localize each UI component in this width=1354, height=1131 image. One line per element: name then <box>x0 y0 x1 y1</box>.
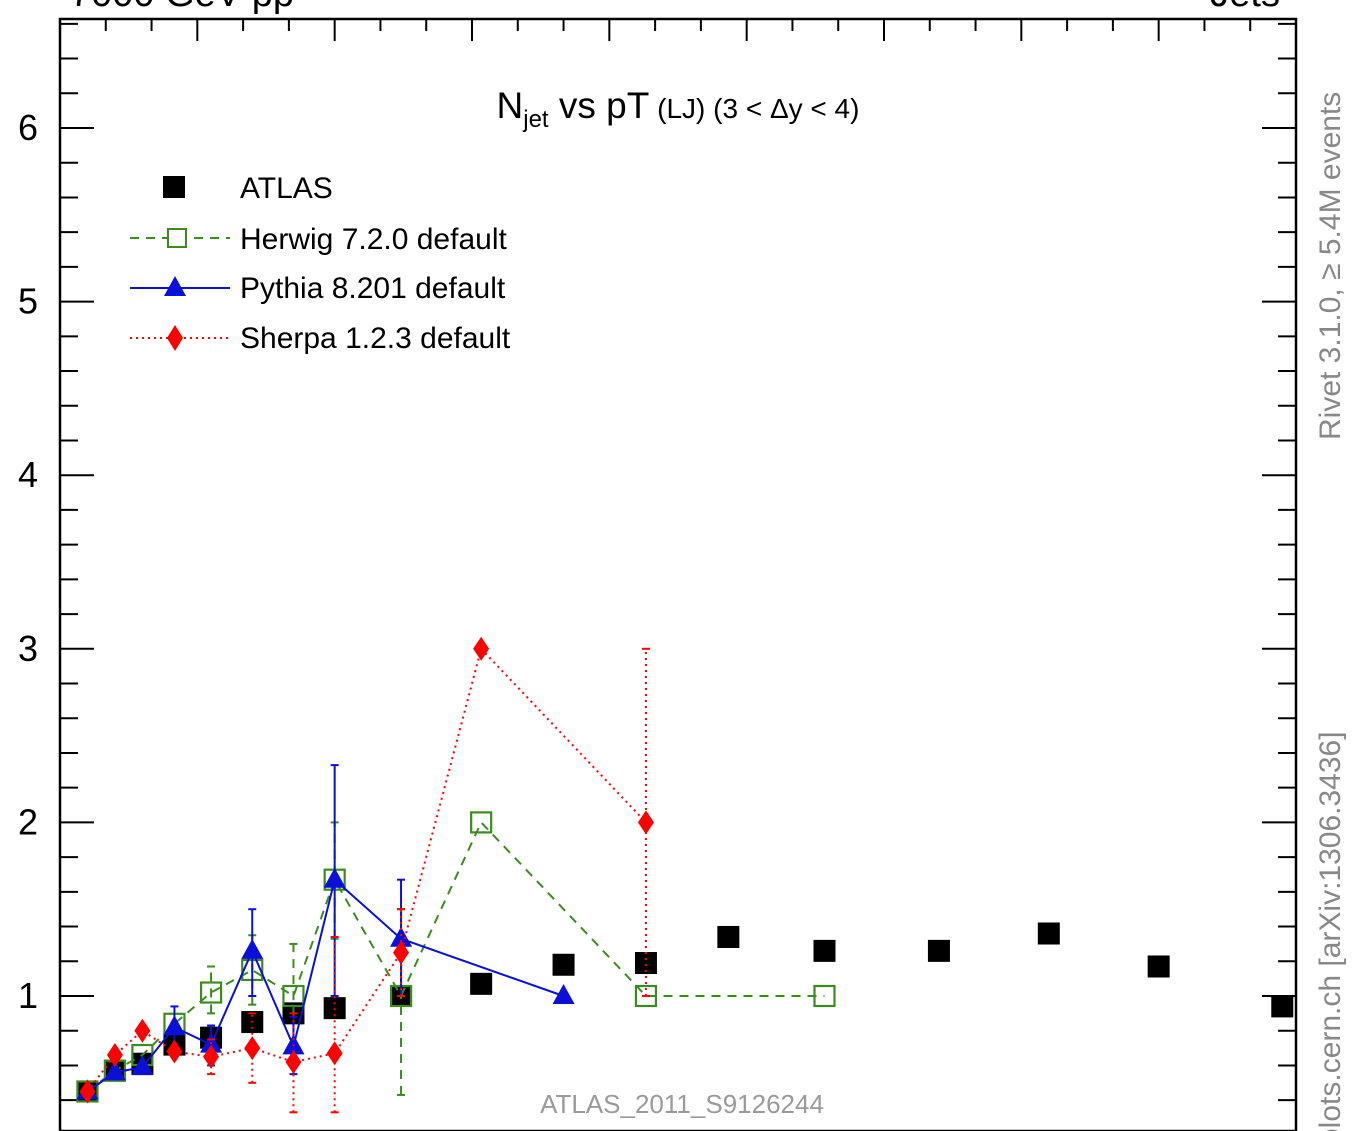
data-point <box>393 940 410 965</box>
data-point <box>552 953 575 976</box>
data-point <box>241 938 264 959</box>
data-point <box>199 981 223 1004</box>
data-point <box>470 811 493 834</box>
title-mid: vs pT <box>549 85 650 126</box>
legend-pythia-marker <box>164 276 186 296</box>
data-point <box>473 636 490 661</box>
y-tick-label: 3 <box>18 628 38 669</box>
series-1 <box>76 811 836 1103</box>
legend-sherpa-marker <box>167 325 183 351</box>
legend-pythia-label: Pythia 8.201 default <box>240 272 506 305</box>
data-point <box>637 810 654 835</box>
data-point <box>323 997 346 1020</box>
data-point <box>813 984 836 1008</box>
series-layer <box>76 636 1294 1114</box>
data-point <box>717 925 740 948</box>
data-point <box>203 1044 220 1069</box>
y-tick-label: 4 <box>18 454 38 495</box>
series-0 <box>76 922 1294 1103</box>
legend: ATLAS Herwig 7.2.0 default Pythia 8.201 … <box>130 172 511 355</box>
data-point <box>1037 922 1060 945</box>
title-small: (LJ) <box>649 93 713 124</box>
data-point <box>1271 995 1294 1018</box>
series-3 <box>79 636 654 1114</box>
title-prefix: N <box>497 85 524 126</box>
data-point <box>106 1043 123 1068</box>
data-point <box>390 926 413 947</box>
y-tick-labels: 1 2 3 4 5 6 <box>18 107 38 1016</box>
data-point <box>813 939 836 962</box>
data-point <box>323 867 346 888</box>
series-line <box>86 877 564 1093</box>
legend-atlas-marker <box>163 176 185 198</box>
legend-sherpa-label: Sherpa 1.2.3 default <box>240 322 511 355</box>
legend-atlas-label: ATLAS <box>240 172 333 205</box>
series-line <box>86 820 825 1093</box>
axis-ticks <box>59 19 1297 1102</box>
y-tick-label: 5 <box>18 281 38 322</box>
data-point <box>927 939 950 962</box>
analysis-watermark: ATLAS_2011_S9126244 <box>540 1089 824 1119</box>
title-subscript: jet <box>522 106 549 133</box>
data-point <box>103 1060 126 1081</box>
data-point <box>134 1018 151 1043</box>
legend-herwig-label: Herwig 7.2.0 default <box>240 223 507 256</box>
data-point <box>326 1041 343 1066</box>
data-point <box>79 1079 96 1104</box>
data-point <box>244 1036 261 1061</box>
series-2 <box>76 764 575 1100</box>
data-point <box>163 1015 186 1036</box>
y-tick-label: 2 <box>18 801 38 842</box>
mcplots-label: mcplots.cern.ch [arXiv:1306.3436] <box>1314 731 1347 1131</box>
data-point <box>285 1049 302 1074</box>
data-point <box>1147 955 1170 978</box>
data-point <box>634 952 657 975</box>
data-point <box>282 984 305 1008</box>
legend-herwig-marker <box>167 228 187 248</box>
data-point <box>131 1055 154 1076</box>
data-point <box>470 972 493 995</box>
title-suffix: (3 < Δy < 4) <box>713 93 859 124</box>
data-point <box>634 984 658 1008</box>
header-left-label: 7000 GeV pp <box>70 0 294 15</box>
data-point <box>552 984 575 1004</box>
y-tick-label: 1 <box>18 975 38 1016</box>
plot-frame <box>58 17 1298 1131</box>
chart-title: Njet vs pT (LJ) (3 < Δy < 4) <box>497 85 860 133</box>
y-tick-label: 6 <box>18 107 38 148</box>
data-point <box>166 1039 183 1064</box>
rivet-label: Rivet 3.1.0, ≥ 5.4M events <box>1314 92 1347 440</box>
header-right-label: Jets <box>1210 0 1280 15</box>
